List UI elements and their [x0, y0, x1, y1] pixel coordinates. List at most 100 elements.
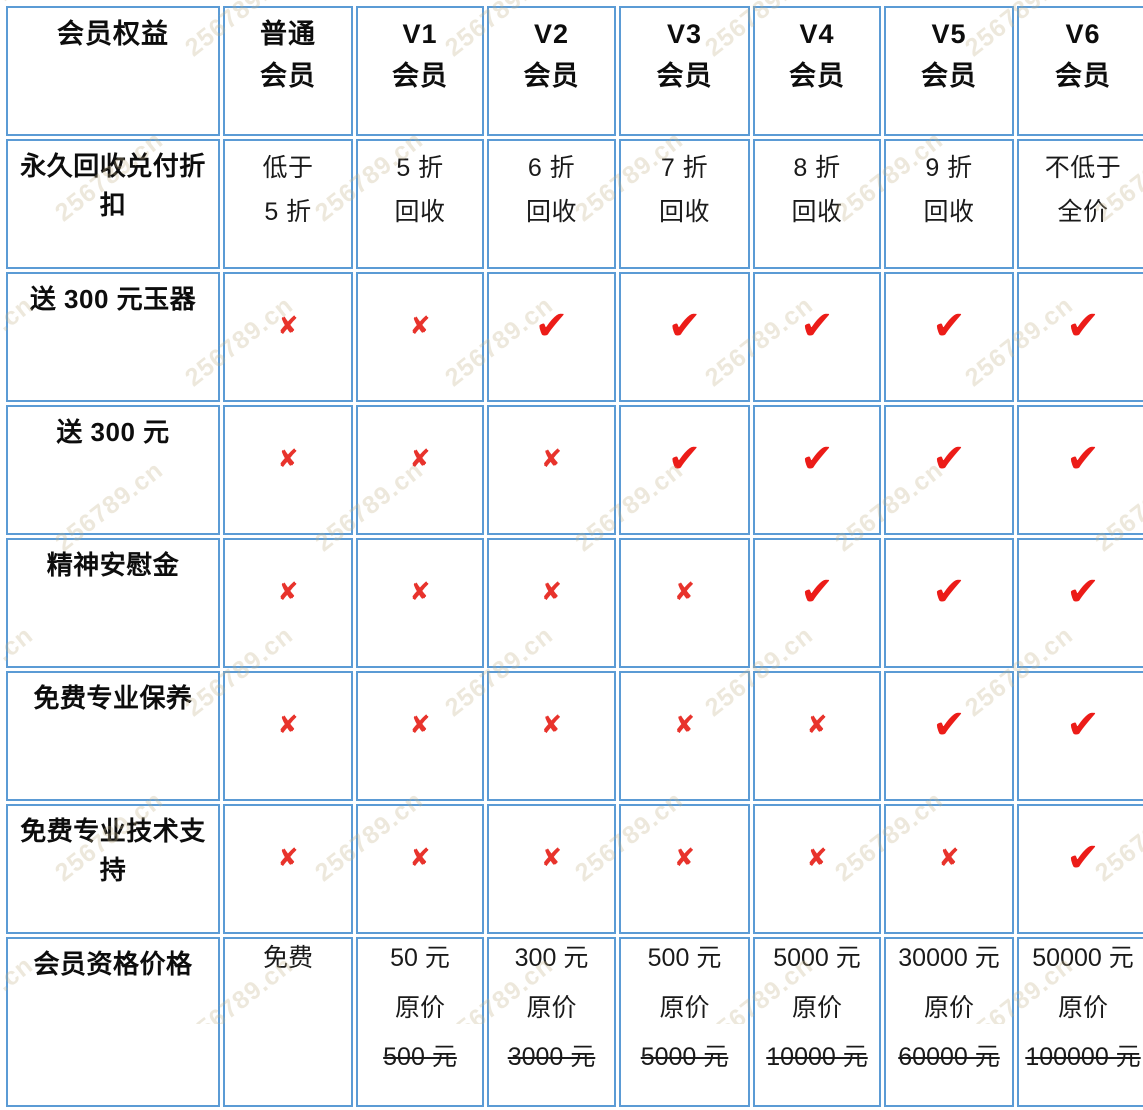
column-header-subtitle: 会员	[523, 60, 580, 91]
price-current: 50000 元	[1032, 944, 1134, 972]
column-header-title: V2	[533, 19, 570, 49]
column-header-title: V5	[931, 19, 967, 49]
cell-v2: ✘	[487, 405, 616, 535]
column-header-v5: V5 会员	[884, 6, 1014, 136]
price-original-label: 原价	[1057, 993, 1108, 1022]
cell-v3: ✘	[619, 804, 750, 934]
check-icon: ✔	[800, 570, 834, 614]
cell-v4: ✘	[753, 804, 881, 934]
price-original-value: 5000 元	[640, 1043, 729, 1071]
column-header-title: V6	[1065, 19, 1101, 49]
cell-v6: ✔	[1017, 804, 1143, 934]
cell-normal: ✘	[223, 272, 353, 402]
table-row: 免费专业保养 ✘ ✘ ✘ ✘ ✘ ✔ ✔	[6, 671, 1143, 801]
table-row: 免费专业技术支持 ✘ ✘ ✘ ✘ ✘ ✘ ✔	[6, 804, 1143, 934]
row-label-cell: 会员资格价格	[6, 937, 220, 1107]
cell-text-line: 7 折	[660, 154, 709, 182]
cross-icon: ✘	[277, 844, 299, 872]
column-header-label: 会员权益	[6, 6, 220, 136]
cell-normal: 低于 5 折	[223, 139, 353, 269]
cell-v4: ✘	[753, 671, 881, 801]
price-original-label: 原价	[923, 993, 974, 1022]
row-label-cell: 永久回收兑付折扣	[6, 139, 220, 269]
cell-v6: ✔	[1017, 272, 1143, 402]
row-label-text: 会员资格价格	[33, 949, 193, 979]
cell-v3: ✘	[619, 671, 750, 801]
column-header-title: 会员权益	[57, 19, 169, 49]
table-row: 送 300 元 ✘ ✘ ✘ ✔ ✔ ✔ ✔	[6, 405, 1143, 535]
table-row: 会员资格价格 免费 50 元原价 500 元 300 元原价 3000 元 500 元原价 5…	[6, 937, 1143, 1107]
check-icon: ✔	[932, 570, 966, 614]
cell-v1: ✘	[356, 804, 484, 934]
cell-text-line: 5 折	[396, 154, 444, 182]
cross-icon: ✘	[409, 711, 431, 739]
cell-normal: 免费	[223, 937, 353, 1107]
column-header-subtitle: 会员	[392, 60, 448, 91]
cell-v6: ✔	[1017, 405, 1143, 535]
cell-text-line: 9 折	[925, 154, 973, 182]
cell-v1: ✘	[356, 671, 484, 801]
cell-v6: ✔	[1017, 538, 1143, 668]
table-row: 送 300 元玉器 ✘ ✘ ✔ ✔ ✔ ✔ ✔	[6, 272, 1143, 402]
cell-v3: 500 元原价 5000 元	[619, 937, 750, 1107]
price-original-value: 100000 元	[1025, 1043, 1141, 1071]
cell-v1: ✘	[356, 538, 484, 668]
column-header-v3: V3 会员	[619, 6, 750, 136]
column-header-subtitle: 会员	[260, 60, 316, 91]
price-original-value: 10000 元	[766, 1043, 868, 1071]
cell-v1: 5 折回收	[356, 139, 484, 269]
check-icon: ✔	[1066, 570, 1100, 614]
price-current: 5000 元	[773, 944, 861, 972]
column-header-v1: V1 会员	[356, 6, 484, 136]
price-original-value: 500 元	[383, 1043, 457, 1071]
cross-icon: ✘	[541, 844, 562, 872]
cell-v5: ✔	[884, 671, 1014, 801]
price-current: 30000 元	[898, 944, 1000, 972]
cell-v5: ✔	[884, 405, 1014, 535]
cross-icon: ✘	[938, 844, 960, 872]
price-original-value: 3000 元	[507, 1043, 596, 1071]
check-icon: ✔	[1066, 836, 1100, 880]
cell-v5: ✘	[884, 804, 1014, 934]
cell-text-line: 回收	[394, 197, 446, 226]
cell-normal: ✘	[223, 804, 353, 934]
cell-v6: 50000 元原价 100000 元	[1017, 937, 1143, 1107]
price-current: 500 元	[647, 944, 722, 972]
cell-text-line: 回收	[923, 197, 975, 226]
check-icon: ✔	[932, 437, 966, 481]
row-label-text: 送 300 元	[56, 417, 170, 447]
cell-v6: ✔	[1017, 671, 1143, 801]
column-header-v6: V6 会员	[1017, 6, 1143, 136]
row-label-cell: 送 300 元	[6, 405, 220, 535]
price-current: 免费	[262, 944, 313, 972]
row-label-text: 免费专业技术支持	[20, 816, 206, 885]
cell-text-line: 全价	[1057, 197, 1109, 226]
cell-v6: 不低于 全价	[1017, 139, 1143, 269]
cross-icon: ✘	[806, 844, 828, 872]
column-header-subtitle: 会员	[1055, 60, 1111, 91]
cross-icon: ✘	[409, 445, 431, 473]
column-header-subtitle: 会员	[789, 60, 845, 91]
row-label-text: 精神安慰金	[46, 550, 180, 580]
cross-icon: ✘	[277, 578, 299, 606]
check-icon: ✔	[1066, 437, 1100, 481]
cell-v3: 7 折回收	[619, 139, 750, 269]
price-original-label: 原价	[791, 993, 842, 1022]
price-original-label: 原价	[394, 993, 445, 1022]
cross-icon: ✘	[409, 312, 431, 340]
price-original-value: 60000 元	[898, 1043, 1000, 1071]
cell-text-line: 不低于	[1044, 154, 1122, 182]
check-icon: ✔	[534, 304, 569, 348]
cell-v5: 9 折回收	[884, 139, 1014, 269]
cross-icon: ✘	[806, 711, 828, 739]
cell-v2: 6 折回收	[487, 139, 616, 269]
row-label-cell: 送 300 元玉器	[6, 272, 220, 402]
price-current: 50 元	[390, 944, 450, 972]
membership-benefits-table: 会员权益 普通 会员 V1 会员 V2 会员 V3 会员 V4 会员 V5 会员 V6 会员 永久回收兑付折扣…	[3, 3, 1143, 1110]
cell-v1: 50 元原价 500 元	[356, 937, 484, 1107]
cross-icon: ✘	[674, 844, 695, 872]
check-icon: ✔	[800, 437, 834, 481]
cell-text-line: 低于	[262, 154, 314, 182]
cross-icon: ✘	[541, 711, 562, 739]
